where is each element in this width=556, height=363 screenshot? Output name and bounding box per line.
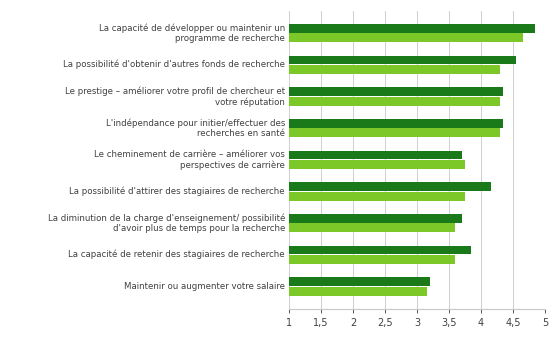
Bar	[225, 87, 503, 96]
Bar	[225, 33, 523, 42]
Bar	[225, 119, 503, 128]
Bar	[225, 24, 535, 33]
Bar	[225, 287, 426, 295]
Bar	[225, 214, 462, 223]
Bar	[225, 182, 490, 191]
Bar	[225, 223, 455, 232]
Bar	[225, 129, 500, 137]
Bar	[225, 65, 500, 74]
Bar	[225, 277, 430, 286]
Bar	[225, 245, 471, 254]
Bar	[225, 255, 455, 264]
Bar	[225, 151, 462, 159]
Bar	[225, 97, 500, 106]
Bar	[225, 56, 516, 64]
Bar	[225, 160, 465, 169]
Bar	[225, 192, 465, 201]
